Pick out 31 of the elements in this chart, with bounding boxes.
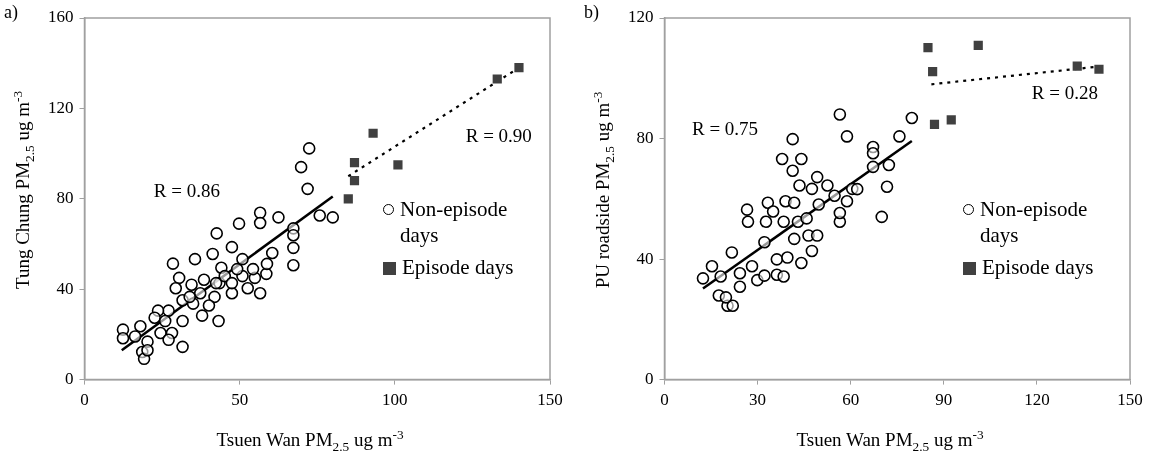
x-tick-label: 150 — [1117, 390, 1143, 410]
x-tick-label: 0 — [660, 390, 669, 410]
x-axis-title: Tsuen Wan PM$_{2.5}$ ug m$^{-3}$ — [795, 426, 985, 455]
y-tick-label: 120 — [628, 7, 654, 27]
y-tick-label: 40 — [56, 278, 74, 298]
x-tick-label: 150 — [537, 390, 563, 410]
x-tick-label: 30 — [749, 390, 767, 410]
x-tick-label: 120 — [1024, 390, 1050, 410]
annotation: R = 0.75 — [691, 118, 759, 140]
y-tick-label: 40 — [636, 248, 654, 268]
y-tick-label: 0 — [645, 369, 654, 389]
x-axis-title: Tsuen Wan PM$_{2.5}$ ug m$^{-3}$ — [215, 426, 405, 455]
legend-label: Non-episode days — [400, 196, 509, 248]
x-tick-label: 100 — [382, 390, 408, 410]
x-tick-label: 0 — [80, 390, 89, 410]
x-tick-label: 50 — [231, 390, 249, 410]
x-tick-label: 60 — [842, 390, 860, 410]
y-tick-label: 160 — [48, 7, 74, 27]
y-tick-label: 0 — [65, 369, 74, 389]
y-tick-label: 80 — [636, 128, 654, 147]
legend-label: Non-episode days — [980, 196, 1089, 248]
y-tick-label: 80 — [56, 188, 74, 208]
chart-title: b) — [584, 2, 599, 23]
chart-title: a) — [4, 2, 18, 23]
annotation: R = 0.86 — [153, 179, 220, 201]
y-tick-label: 120 — [48, 97, 74, 117]
annotation: R = 0.28 — [1031, 81, 1098, 103]
x-tick-label: 90 — [935, 390, 953, 410]
legend-label: Episode days — [982, 254, 1095, 280]
legend-label: Episode days — [402, 254, 515, 280]
annotation: R = 0.90 — [465, 125, 532, 147]
